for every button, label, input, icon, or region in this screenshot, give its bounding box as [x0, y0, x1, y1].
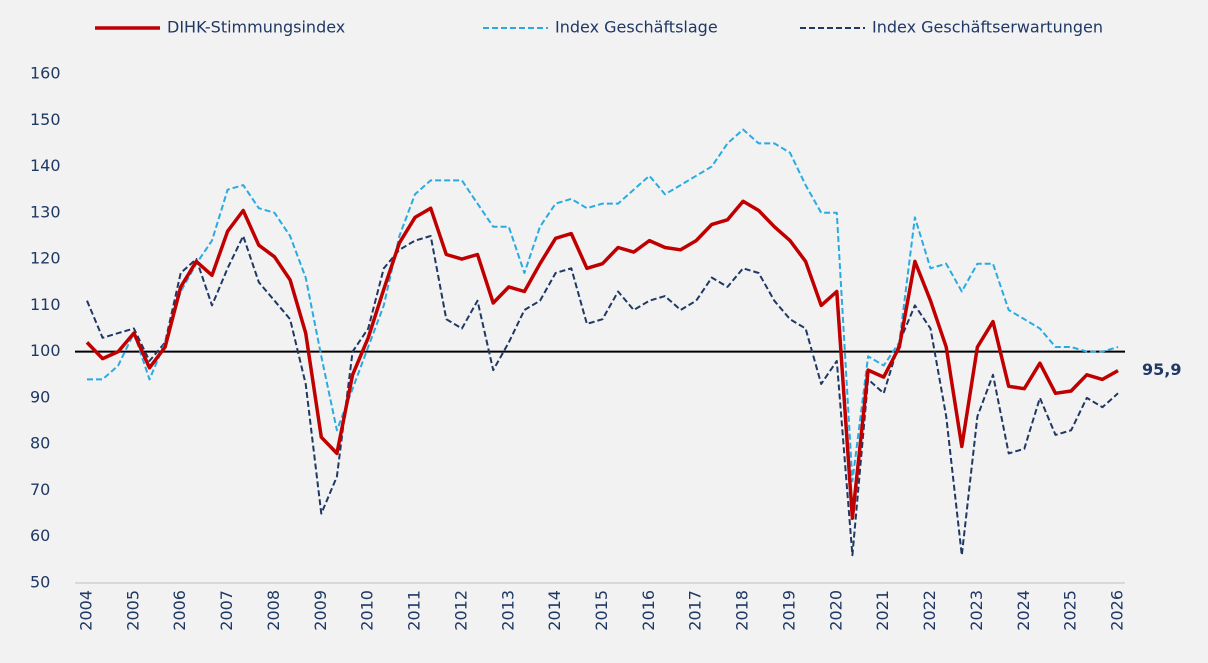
series-line [87, 128, 1119, 483]
x-tick-label: 2014 [545, 590, 564, 631]
legend-label: Index Geschäftserwartungen [872, 18, 1103, 37]
x-tick-label: 2013 [498, 590, 517, 631]
y-tick-label: 130 [30, 202, 61, 221]
y-tick-label: 90 [30, 387, 50, 406]
data-label: 95,9 [1142, 360, 1181, 379]
x-tick-label: 2025 [1061, 590, 1080, 631]
series-line [86, 235, 1119, 557]
series-line [85, 199, 1119, 520]
y-tick-label: 50 [30, 573, 50, 592]
x-tick-label: 2007 [217, 590, 236, 631]
x-tick-label: 2010 [358, 590, 377, 631]
x-tick-label: 2006 [170, 590, 189, 631]
x-tick-label: 2023 [967, 590, 986, 631]
y-tick-label: 60 [30, 526, 50, 545]
x-tick-label: 2022 [920, 590, 939, 631]
x-tick-label: 2009 [311, 590, 330, 631]
y-tick-label: 120 [30, 249, 61, 268]
x-tick-label: 2024 [1014, 590, 1033, 631]
x-tick-label: 2019 [779, 590, 798, 631]
x-tick-label: 2011 [405, 590, 424, 631]
x-tick-label: 2005 [123, 590, 142, 631]
y-tick-label: 150 [30, 110, 61, 129]
x-tick-label: 2017 [686, 590, 705, 631]
legend-label: DIHK-Stimmungsindex [167, 18, 345, 37]
y-tick-label: 100 [30, 341, 61, 360]
legend-label: Index Geschäftslage [555, 18, 718, 37]
y-tick-label: 160 [30, 64, 61, 83]
y-tick-label: 140 [30, 156, 61, 175]
y-tick-label: 80 [30, 434, 50, 453]
x-tick-label: 2018 [733, 590, 752, 631]
x-tick-label: 2008 [264, 590, 283, 631]
x-tick-label: 2026 [1108, 590, 1127, 631]
y-tick-label: 110 [30, 295, 61, 314]
x-tick-label: 2021 [873, 590, 892, 631]
y-tick-label: 70 [30, 480, 50, 499]
x-tick-label: 2015 [592, 590, 611, 631]
x-tick-label: 2020 [826, 590, 845, 631]
x-tick-label: 2004 [77, 590, 96, 631]
x-tick-label: 2016 [639, 590, 658, 631]
x-tick-label: 2012 [451, 590, 470, 631]
